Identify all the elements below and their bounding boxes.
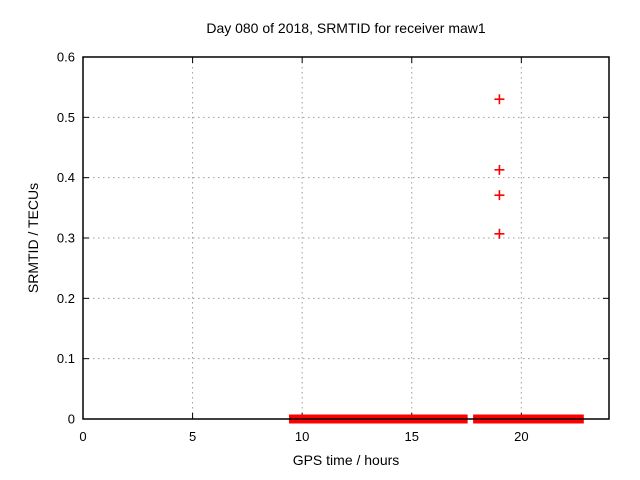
x-tick-label-20: 20 [514,429,528,444]
y-tick-label-0.3: 0.3 [57,231,75,246]
chart-title: Day 080 of 2018, SRMTID for receiver maw… [206,20,486,36]
y-tick-label-0.5: 0.5 [57,110,75,125]
x-tick-label-10: 10 [295,429,309,444]
x-tick-label-15: 15 [405,429,419,444]
y-axis-label: SRMTID / TECUs [25,182,41,294]
data-point-1 [494,94,505,105]
plot-frame [82,56,610,420]
x-tick-label-5: 5 [189,429,196,444]
data-point-3 [494,190,505,201]
y-tick-label-0.4: 0.4 [57,170,75,185]
data-point-4 [494,228,505,239]
y-tick-label-0.2: 0.2 [57,291,75,306]
y-tick-label-0.1: 0.1 [57,351,75,366]
x-tick-label-0: 0 [79,429,86,444]
y-tick-label-0: 0 [68,412,75,427]
y-tick-label-0.6: 0.6 [57,50,75,65]
data-point-2 [494,164,505,175]
x-axis-label: GPS time / hours [292,452,400,468]
